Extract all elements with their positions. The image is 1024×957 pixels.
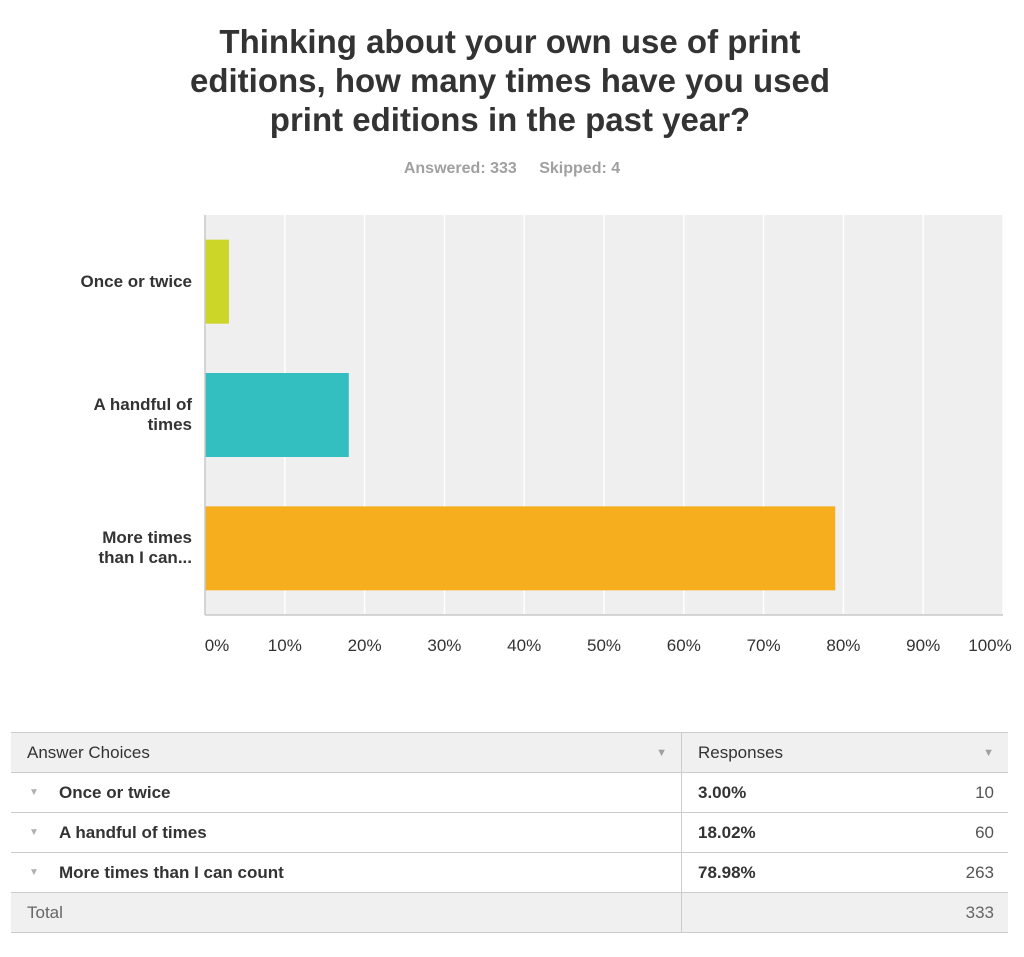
answer-choices-header[interactable]: Answer Choices <box>27 742 150 762</box>
expand-caret-icon[interactable]: ▼ <box>29 827 39 838</box>
table-header-row: Answer Choices ▼ Responses ▼ <box>11 732 1008 773</box>
response-percent: 78.98% <box>698 862 756 882</box>
response-count: 60 <box>975 822 994 842</box>
category-label: A handful of times <box>93 395 192 434</box>
responses-header[interactable]: Responses <box>698 742 784 762</box>
answered-count: Answered: 333 <box>403 160 517 177</box>
x-tick-label: 20% <box>347 636 382 655</box>
x-tick-label: 60% <box>666 636 701 655</box>
skipped-count: Skipped: 4 <box>539 160 621 177</box>
x-tick-label: 50% <box>586 636 622 655</box>
x-tick-label: 40% <box>507 636 542 655</box>
category-label: Once or twice <box>80 271 192 291</box>
expand-caret-icon[interactable]: ▼ <box>29 867 39 878</box>
table-row: ▼ More times than I can count 78.98% 263 <box>11 852 1008 893</box>
total-count: 333 <box>965 902 994 922</box>
response-percent: 18.02% <box>698 822 756 842</box>
x-tick-label: 0% <box>204 636 230 655</box>
x-tick-label: 70% <box>746 636 781 655</box>
choice-label: More times than I can count <box>59 862 284 882</box>
sort-caret-icon[interactable]: ▼ <box>656 746 667 759</box>
x-tick-label: 90% <box>906 636 941 655</box>
bar-3 <box>205 506 836 591</box>
table-row: ▼ Once or twice 3.00% 10 <box>11 772 1008 813</box>
table-total-row: Total 333 <box>11 892 1008 933</box>
choice-label: Once or twice <box>59 782 171 802</box>
x-tick-label: 100% <box>968 636 1012 655</box>
category-label: More times than I can... <box>98 528 192 568</box>
bar-1 <box>205 239 229 324</box>
expand-caret-icon[interactable]: ▼ <box>29 787 39 798</box>
x-tick-label: 80% <box>826 636 861 655</box>
x-tick-label: 10% <box>267 636 302 655</box>
x-tick-label: 30% <box>427 636 462 655</box>
table-row: ▼ A handful of times 18.02% 60 <box>11 812 1008 853</box>
bar-chart <box>204 215 1004 616</box>
response-count: 263 <box>965 862 994 882</box>
question-title: Thinking about your own use of print edi… <box>190 23 830 138</box>
response-percent: 3.00% <box>698 782 747 802</box>
response-stats: Answered: 333 Skipped: 4 <box>0 160 1024 178</box>
bar-2 <box>205 373 349 457</box>
response-count: 10 <box>975 782 994 802</box>
responses-table: Answer Choices ▼ Responses ▼ ▼ Once or tw… <box>11 732 1008 933</box>
total-label: Total <box>27 902 63 922</box>
choice-label: A handful of times <box>59 822 207 842</box>
sort-caret-icon[interactable]: ▼ <box>983 746 994 759</box>
